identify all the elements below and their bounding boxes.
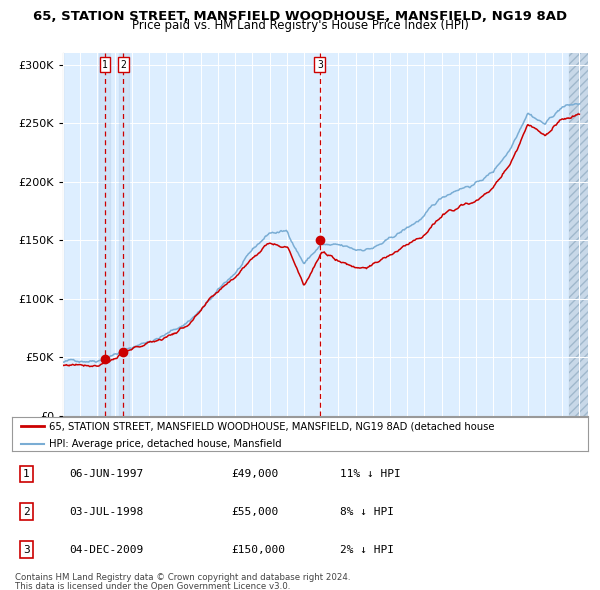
Text: £150,000: £150,000 [231, 545, 285, 555]
Text: £55,000: £55,000 [231, 507, 278, 517]
Bar [569, 53, 588, 416]
Text: 04-DEC-2009: 04-DEC-2009 [70, 545, 144, 555]
Text: HPI: Average price, detached house, Mansfield: HPI: Average price, detached house, Mans… [49, 439, 282, 449]
Text: 2: 2 [121, 60, 126, 70]
Text: 3: 3 [317, 60, 323, 70]
Text: This data is licensed under the Open Government Licence v3.0.: This data is licensed under the Open Gov… [15, 582, 290, 590]
Text: 2% ↓ HPI: 2% ↓ HPI [340, 545, 394, 555]
Text: 1: 1 [23, 469, 30, 479]
Text: 8% ↓ HPI: 8% ↓ HPI [340, 507, 394, 517]
Text: £49,000: £49,000 [231, 469, 278, 479]
Text: 3: 3 [23, 545, 30, 555]
Bar [569, 53, 588, 416]
Text: 06-JUN-1997: 06-JUN-1997 [70, 469, 144, 479]
Text: 2: 2 [23, 507, 30, 517]
Text: Price paid vs. HM Land Registry's House Price Index (HPI): Price paid vs. HM Land Registry's House … [131, 19, 469, 32]
Text: 65, STATION STREET, MANSFIELD WOODHOUSE, MANSFIELD, NG19 8AD (detached house: 65, STATION STREET, MANSFIELD WOODHOUSE,… [49, 421, 495, 431]
Bar [99, 53, 110, 416]
Text: Contains HM Land Registry data © Crown copyright and database right 2024.: Contains HM Land Registry data © Crown c… [15, 573, 350, 582]
Text: 03-JUL-1998: 03-JUL-1998 [70, 507, 144, 517]
Text: 11% ↓ HPI: 11% ↓ HPI [340, 469, 401, 479]
Text: 1: 1 [102, 60, 108, 70]
Text: 65, STATION STREET, MANSFIELD WOODHOUSE, MANSFIELD, NG19 8AD: 65, STATION STREET, MANSFIELD WOODHOUSE,… [33, 10, 567, 23]
Bar [119, 53, 129, 416]
